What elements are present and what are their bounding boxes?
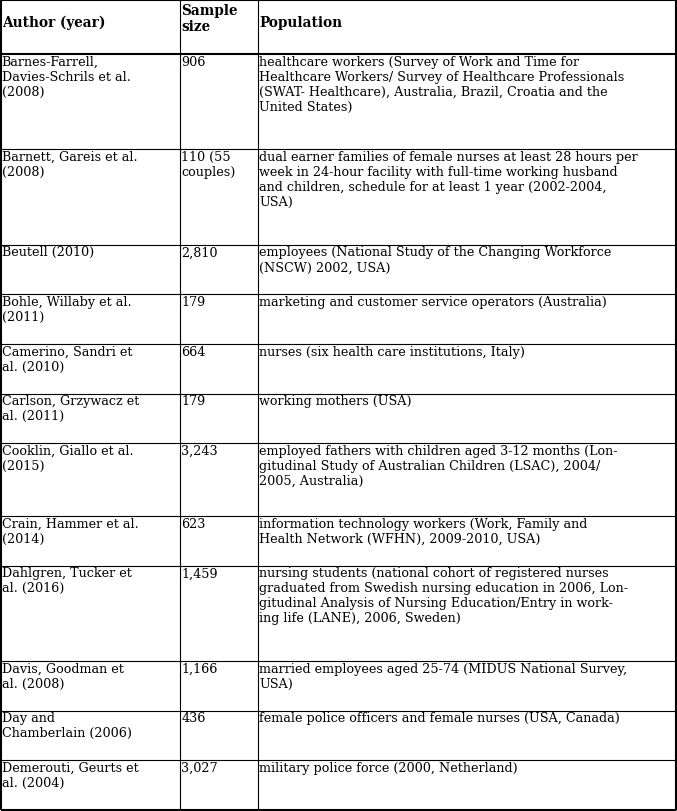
Text: 3,027: 3,027: [181, 761, 218, 774]
Text: working mothers (USA): working mothers (USA): [259, 395, 412, 408]
Text: 179: 179: [181, 395, 205, 408]
Text: 664: 664: [181, 345, 206, 358]
Text: 436: 436: [181, 711, 206, 724]
Text: Population: Population: [259, 15, 342, 30]
Text: 179: 179: [181, 296, 205, 309]
Text: Barnett, Gareis et al.
(2008): Barnett, Gareis et al. (2008): [2, 151, 137, 178]
Text: Day and
Chamberlain (2006): Day and Chamberlain (2006): [2, 711, 132, 740]
Text: Barnes-Farrell,
Davies-Schrils et al.
(2008): Barnes-Farrell, Davies-Schrils et al. (2…: [2, 56, 131, 98]
Text: Davis, Goodman et
al. (2008): Davis, Goodman et al. (2008): [2, 662, 124, 690]
Text: dual earner families of female nurses at least 28 hours per
week in 24-hour faci: dual earner families of female nurses at…: [259, 151, 638, 208]
Text: employees (National Study of the Changing Workforce
(NSCW) 2002, USA): employees (National Study of the Changin…: [259, 246, 611, 274]
Text: Carlson, Grzywacz et
al. (2011): Carlson, Grzywacz et al. (2011): [2, 395, 139, 423]
Text: marketing and customer service operators (Australia): marketing and customer service operators…: [259, 296, 607, 309]
Text: Beutell (2010): Beutell (2010): [2, 246, 94, 259]
Text: married employees aged 25-74 (MIDUS National Survey,
USA): married employees aged 25-74 (MIDUS Nati…: [259, 662, 627, 690]
Text: 2,810: 2,810: [181, 246, 218, 259]
Text: employed fathers with children aged 3-12 months (Lon-
gitudinal Study of Austral: employed fathers with children aged 3-12…: [259, 444, 617, 487]
Text: military police force (2000, Netherland): military police force (2000, Netherland): [259, 761, 518, 774]
Text: Bohle, Willaby et al.
(2011): Bohle, Willaby et al. (2011): [2, 296, 131, 324]
Text: 623: 623: [181, 517, 206, 530]
Text: 1,459: 1,459: [181, 567, 218, 580]
Text: information technology workers (Work, Family and
Health Network (WFHN), 2009-201: information technology workers (Work, Fa…: [259, 517, 588, 545]
Text: 3,243: 3,243: [181, 444, 218, 457]
Text: 906: 906: [181, 56, 206, 69]
Text: Author (year): Author (year): [2, 15, 105, 30]
Text: Demerouti, Geurts et
al. (2004): Demerouti, Geurts et al. (2004): [2, 761, 139, 789]
Text: Sample
size: Sample size: [181, 3, 238, 34]
Text: Crain, Hammer et al.
(2014): Crain, Hammer et al. (2014): [2, 517, 139, 545]
Text: nurses (six health care institutions, Italy): nurses (six health care institutions, It…: [259, 345, 525, 358]
Text: nursing students (national cohort of registered nurses
graduated from Swedish nu: nursing students (national cohort of reg…: [259, 567, 628, 624]
Text: 1,166: 1,166: [181, 662, 217, 675]
Text: healthcare workers (Survey of Work and Time for
Healthcare Workers/ Survey of He: healthcare workers (Survey of Work and T…: [259, 56, 624, 114]
Text: Camerino, Sandri et
al. (2010): Camerino, Sandri et al. (2010): [2, 345, 132, 373]
Text: female police officers and female nurses (USA, Canada): female police officers and female nurses…: [259, 711, 620, 724]
Text: Cooklin, Giallo et al.
(2015): Cooklin, Giallo et al. (2015): [2, 444, 133, 473]
Text: 110 (55
couples): 110 (55 couples): [181, 151, 236, 178]
Text: Dahlgren, Tucker et
al. (2016): Dahlgren, Tucker et al. (2016): [2, 567, 131, 594]
